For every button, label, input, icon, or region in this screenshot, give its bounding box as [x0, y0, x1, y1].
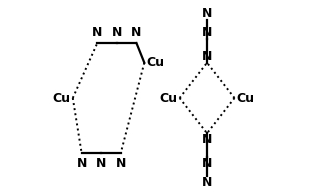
Text: N: N: [76, 157, 87, 170]
Text: Cu: Cu: [160, 92, 178, 104]
Text: N: N: [112, 26, 122, 39]
Text: N: N: [131, 26, 142, 39]
Text: Cu: Cu: [236, 92, 254, 104]
Text: N: N: [96, 157, 106, 170]
Text: N: N: [202, 176, 212, 189]
Text: N: N: [202, 157, 212, 170]
Text: N: N: [202, 26, 212, 39]
Text: Cu: Cu: [146, 56, 164, 69]
Text: N: N: [202, 50, 212, 63]
Text: N: N: [202, 133, 212, 146]
Text: N: N: [92, 26, 102, 39]
Text: Cu: Cu: [53, 92, 71, 104]
Text: N: N: [202, 7, 212, 20]
Text: N: N: [116, 157, 126, 170]
